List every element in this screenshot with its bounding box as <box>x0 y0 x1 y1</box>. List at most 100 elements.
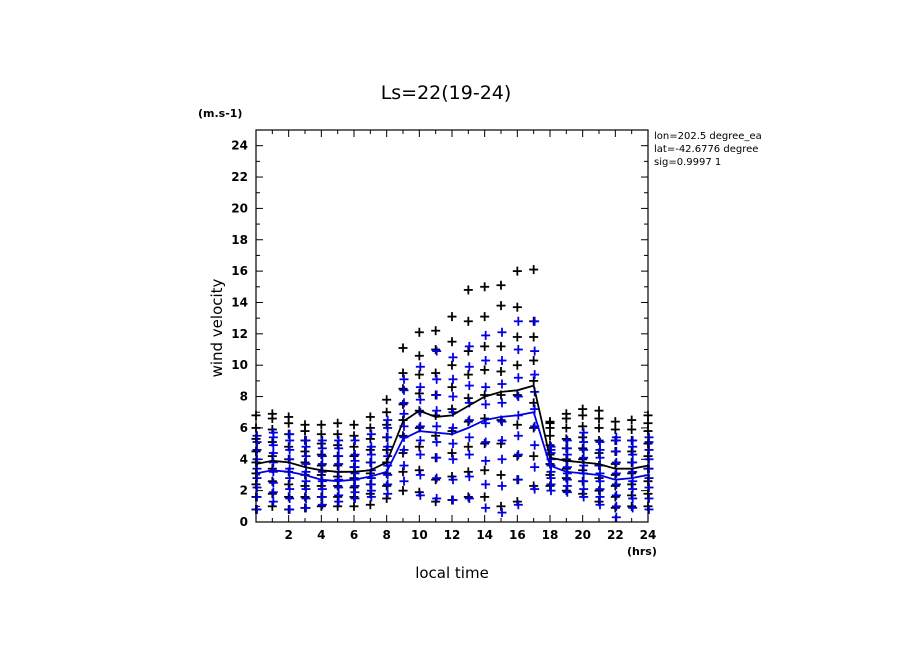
data-point-blue <box>301 435 311 445</box>
data-point-black <box>398 486 408 496</box>
annotation-lon: lon=202.5 degree_ea <box>654 131 762 142</box>
data-point-black <box>349 451 359 461</box>
data-point-blue <box>530 462 540 472</box>
data-point-black <box>463 492 473 502</box>
data-point-blue <box>644 493 654 503</box>
data-point-black <box>267 489 277 499</box>
data-point-blue <box>432 493 442 503</box>
data-point-black <box>578 421 588 431</box>
data-point-black <box>284 492 294 502</box>
y-tick-label: 22 <box>231 170 248 184</box>
y-tick-label: 4 <box>240 452 248 466</box>
data-point-blue <box>317 476 327 486</box>
data-point-blue <box>464 362 474 372</box>
x-unit-label: (hrs) <box>627 545 657 558</box>
data-point-blue <box>513 392 523 402</box>
annotations: lon=202.5 degree_ea lat=-42.6776 degree … <box>654 131 762 168</box>
data-point-blue <box>366 429 376 439</box>
data-point-blue <box>415 435 425 445</box>
data-point-blue <box>644 473 654 483</box>
data-point-blue <box>579 428 589 438</box>
data-point-black <box>414 327 424 337</box>
data-point-black <box>365 500 375 510</box>
data-point-black <box>610 424 620 434</box>
data-point-blue <box>448 475 458 485</box>
data-point-blue <box>497 435 507 445</box>
data-point-black <box>333 481 343 491</box>
data-point-blue <box>301 493 311 503</box>
data-point-black <box>349 431 359 441</box>
data-point-black <box>529 355 539 365</box>
data-point-blue <box>252 473 262 483</box>
data-point-blue <box>579 484 589 494</box>
data-point-blue <box>432 421 442 431</box>
data-point-blue <box>497 417 507 427</box>
data-point-blue <box>350 435 360 445</box>
data-point-blue <box>464 450 474 460</box>
annotation-sig: sig=0.9997 1 <box>654 157 721 168</box>
data-point-blue <box>611 446 621 456</box>
data-point-black <box>349 501 359 511</box>
data-point-blue <box>317 484 327 494</box>
data-point-blue <box>285 484 295 494</box>
x-tick-label: 2 <box>284 528 292 542</box>
data-point-black <box>300 492 310 502</box>
data-point-blue <box>481 479 491 489</box>
data-point-black <box>431 326 441 336</box>
data-point-black <box>382 493 392 503</box>
data-point-black <box>561 454 571 464</box>
data-point-blue <box>268 457 278 467</box>
data-point-blue <box>334 443 344 453</box>
data-point-black <box>512 390 522 400</box>
data-point-blue <box>252 445 262 455</box>
data-point-blue <box>595 453 605 463</box>
data-point-blue <box>611 432 621 442</box>
data-point-blue <box>611 479 621 489</box>
data-point-blue <box>497 398 507 408</box>
data-point-black <box>447 448 457 458</box>
data-point-black <box>398 343 408 353</box>
data-point-blue <box>252 492 262 502</box>
data-point-black <box>447 337 457 347</box>
data-point-blue <box>334 459 344 469</box>
data-point-blue <box>530 346 540 356</box>
data-point-blue <box>464 493 474 503</box>
data-point-blue <box>513 373 523 383</box>
data-point-blue <box>415 490 425 500</box>
data-point-blue <box>481 503 491 513</box>
data-point-blue <box>415 395 425 405</box>
data-point-blue <box>595 500 605 510</box>
data-point-blue <box>366 450 376 460</box>
data-point-blue <box>497 379 507 389</box>
data-point-blue <box>252 483 262 493</box>
data-point-black <box>610 417 620 427</box>
data-point-blue <box>611 501 621 511</box>
data-point-black <box>561 409 571 419</box>
data-point-blue <box>399 374 409 384</box>
data-point-blue <box>464 341 474 351</box>
data-point-blue <box>383 489 393 499</box>
data-point-blue <box>432 473 442 483</box>
data-point-blue <box>628 493 638 503</box>
data-point-black <box>398 384 408 394</box>
data-point-blue <box>415 450 425 460</box>
data-point-black <box>431 368 441 378</box>
data-point-black <box>529 423 539 433</box>
data-point-blue <box>562 443 572 453</box>
data-point-black <box>578 404 588 414</box>
data-point-blue <box>497 454 507 464</box>
data-point-blue <box>579 445 589 455</box>
data-point-blue <box>464 415 474 425</box>
data-point-blue <box>481 456 491 466</box>
data-point-black <box>529 451 539 461</box>
data-point-black <box>349 420 359 430</box>
data-point-blue <box>350 450 360 460</box>
data-point-blue <box>268 478 278 488</box>
data-point-black <box>463 285 473 295</box>
data-point-blue <box>399 445 409 455</box>
data-point-blue <box>628 503 638 513</box>
data-point-blue <box>644 454 654 464</box>
data-point-black <box>561 423 571 433</box>
data-point-blue <box>497 481 507 491</box>
data-point-black <box>447 360 457 370</box>
